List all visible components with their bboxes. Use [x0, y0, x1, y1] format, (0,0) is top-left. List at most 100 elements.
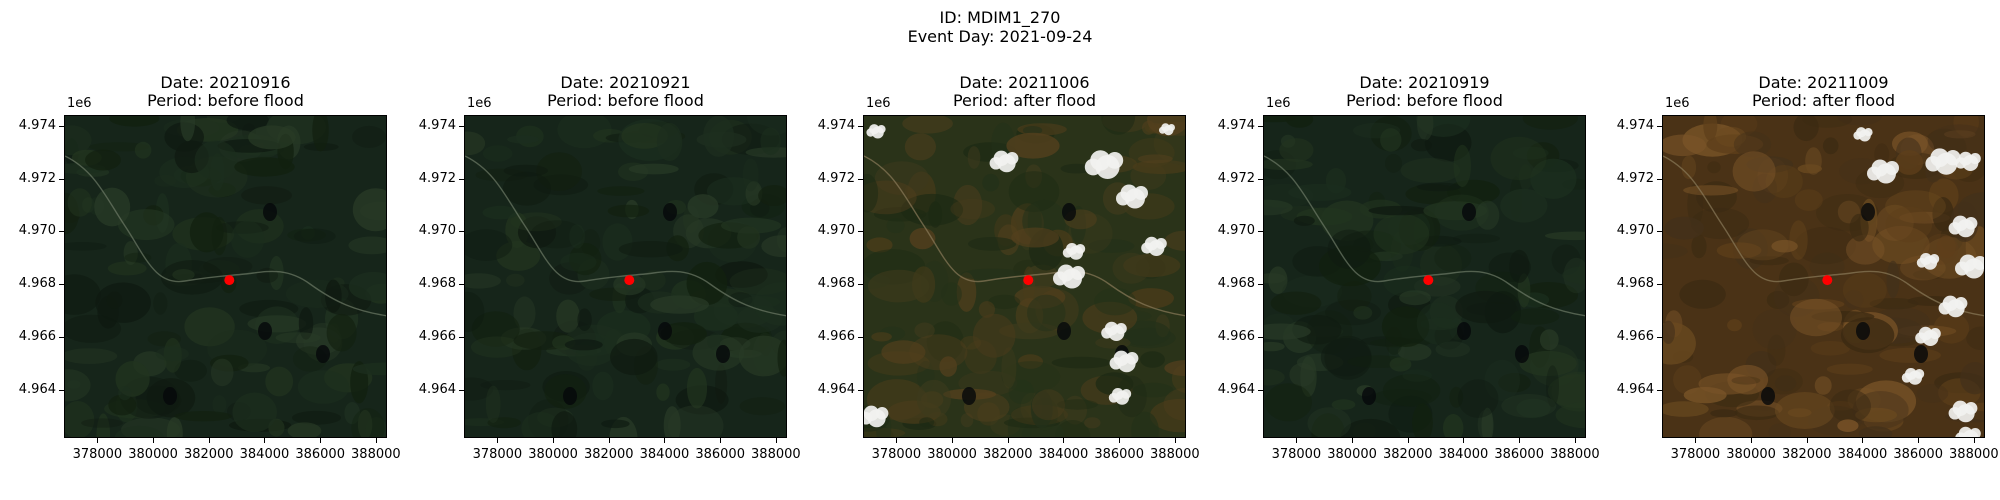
cloud-shape [1916, 252, 1940, 270]
terrain-patch [1453, 233, 1500, 244]
x-tick-mark [1918, 438, 1920, 443]
terrain-patch [184, 307, 235, 347]
terrain-patch [1389, 357, 1412, 372]
road-line [1663, 155, 1984, 317]
x-tick-mark [264, 438, 266, 443]
terrain-patch [65, 401, 95, 437]
terrain-patch [107, 261, 147, 276]
terrain-patch [297, 370, 350, 404]
x-tick-mark [720, 438, 722, 443]
terrain-patch [1703, 116, 1718, 141]
y-tick-label: 4.972 [1217, 170, 1255, 186]
satellite-image [1264, 116, 1585, 437]
terrain-patch [1732, 151, 1776, 192]
terrain-patch [1731, 376, 1761, 385]
terrain-patch [1518, 164, 1533, 190]
terrain-patch [1814, 376, 1832, 395]
terrain-patch [621, 123, 668, 149]
terrain-patch [914, 322, 935, 339]
terrain-patch [1025, 164, 1043, 189]
terrain-patch [1088, 239, 1135, 253]
road-line [65, 155, 386, 317]
terrain-patch [1895, 150, 1924, 175]
cloud-shape [1141, 236, 1167, 256]
x-tick-label: 382000 [583, 447, 634, 462]
y-tick-mark [1657, 178, 1662, 180]
terrain-patch [234, 157, 295, 177]
lake-shape [563, 387, 577, 405]
x-tick-mark [952, 438, 954, 443]
terrain-patch [1876, 204, 1914, 241]
terrain-patch [1885, 206, 1933, 243]
x-tick-label: 384000 [1438, 447, 1489, 462]
terrain-patch [1264, 383, 1312, 422]
terrain-patch [96, 413, 111, 437]
y-tick-label: 4.974 [1616, 117, 1654, 133]
y-tick-mark [858, 125, 863, 127]
y-tick-label: 4.968 [1217, 276, 1255, 292]
terrain-patch [1292, 314, 1342, 345]
lake-shape [316, 345, 330, 363]
terrain-patch [1826, 363, 1873, 375]
y-tick-mark [459, 231, 464, 233]
terrain-patch [470, 336, 523, 358]
x-tick-mark [320, 438, 322, 443]
terrain-patch [351, 408, 385, 437]
terrain-patch [1966, 326, 1984, 351]
y-tick-mark [1258, 178, 1263, 180]
x-tick-label: 384000 [1038, 447, 1089, 462]
terrain-patch [1411, 138, 1432, 152]
terrain-patch [1802, 116, 1853, 128]
terrain-patch [1809, 252, 1845, 281]
terrain-patch [760, 127, 781, 156]
terrain-patch [118, 386, 132, 401]
terrain-patch [1289, 362, 1315, 387]
terrain-patch [465, 291, 485, 332]
cloud-shape [1853, 127, 1873, 142]
terrain-patch [978, 301, 995, 318]
terrain-patch [1663, 134, 1707, 157]
terrain-patch [1912, 269, 1945, 280]
terrain-patch [65, 348, 118, 364]
lake-shape [1462, 203, 1476, 221]
terrain-patch [663, 406, 681, 437]
terrain-patch [471, 311, 520, 347]
lake-shape [258, 322, 272, 340]
terrain-patch [1400, 158, 1461, 183]
terrain-patch [124, 252, 152, 263]
terrain-patch [85, 149, 121, 171]
y-tick-label: 4.968 [817, 276, 855, 292]
panel-date: Date: 20211006 [959, 73, 1090, 92]
x-tick-label: 388000 [351, 447, 401, 462]
x-tick-mark [1519, 438, 1521, 443]
terrain-patch [960, 413, 974, 428]
terrain-patch [556, 299, 580, 333]
terrain-patch [902, 116, 953, 134]
terrain-patch [1399, 290, 1431, 306]
terrain-patch [601, 419, 630, 429]
lake-shape [1914, 345, 1928, 363]
terrain-patch [569, 243, 602, 276]
x-tick-label: 378000 [1670, 447, 1721, 462]
terrain-patch [1944, 130, 1976, 139]
terrain-patch [1547, 374, 1585, 408]
cloud-shape [1915, 326, 1941, 346]
y-offset-label: 1e6 [467, 96, 492, 111]
terrain-patch [65, 369, 91, 402]
y-tick-mark [858, 337, 863, 339]
terrain-patch [1715, 126, 1747, 147]
y-tick-label: 4.964 [18, 382, 56, 398]
terrain-patch [886, 218, 905, 234]
terrain-patch [180, 116, 196, 142]
road-line [465, 155, 786, 317]
terrain-patch [1270, 291, 1322, 315]
terrain-patch [1416, 182, 1461, 192]
terrain-patch [1481, 407, 1494, 437]
terrain-patch [1008, 379, 1035, 405]
terrain-patch [275, 332, 321, 344]
terrain-patch [287, 422, 322, 437]
location-marker [1423, 275, 1434, 286]
terrain-patch [560, 252, 597, 272]
terrain-patch [348, 271, 386, 301]
y-tick-label: 4.974 [18, 117, 56, 133]
